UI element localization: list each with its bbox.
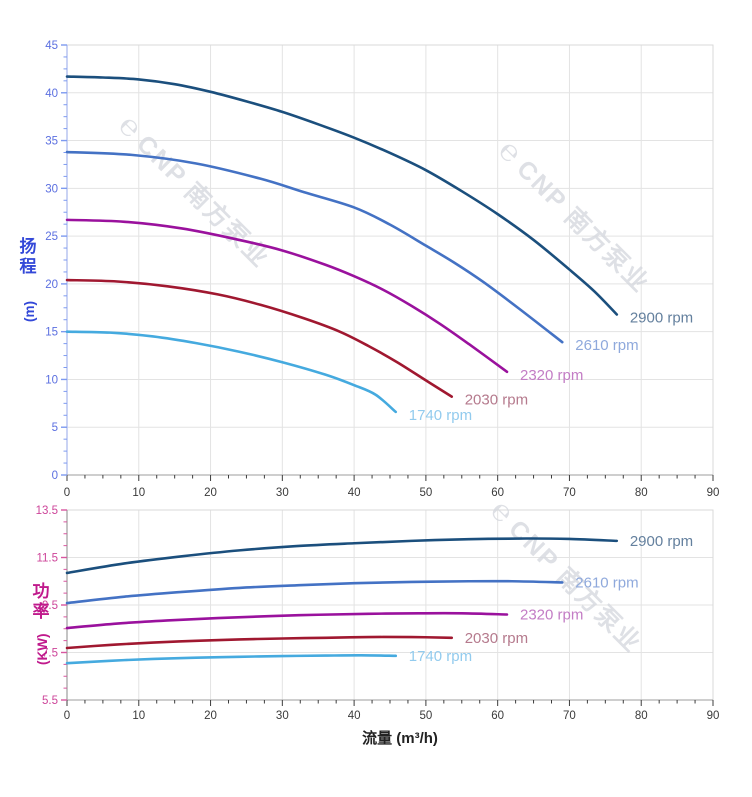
- x-tick-label: 90: [707, 487, 720, 499]
- x-tick-label: 70: [563, 487, 576, 499]
- curve-2030-rpm: [65, 635, 454, 650]
- y-tick-label: 13.5: [36, 505, 58, 517]
- watermark: ℮CNP 南方泵业: [112, 109, 276, 274]
- curve-2900-rpm: [65, 537, 619, 575]
- y-tick-label: 30: [45, 183, 58, 195]
- curve-2320-rpm: [65, 611, 509, 630]
- x-tick-label: 0: [64, 710, 70, 722]
- curve-label-2900-rpm: 2900 rpm: [630, 309, 693, 326]
- y-tick-label: 20: [45, 279, 58, 291]
- curve-label-2610-rpm: 2610 rpm: [575, 337, 638, 354]
- y-tick-label: 35: [45, 136, 58, 148]
- curve-label-2030-rpm: 2030 rpm: [465, 630, 528, 647]
- x-axis-ticks: [66, 475, 714, 481]
- curve-2030-rpm: [65, 278, 454, 398]
- x-tick-label: 0: [64, 487, 70, 499]
- x-tick-label: 60: [491, 710, 504, 722]
- x-tick-label: 80: [635, 710, 648, 722]
- curve-label-2030-rpm: 2030 rpm: [465, 392, 528, 409]
- y-axis-ticks: [61, 44, 67, 476]
- y-tick-label: 0: [52, 470, 58, 482]
- x-tick-label: 30: [276, 487, 289, 499]
- x-axis-ticks: [66, 700, 714, 706]
- x-tick-label: 50: [419, 710, 432, 722]
- x-tick-label: 10: [132, 487, 145, 499]
- curve-1740-rpm: [65, 654, 398, 665]
- x-axis-title: 流量 (m³/h): [362, 729, 438, 747]
- y-axis-unit: (KW): [35, 634, 50, 665]
- curve-2900-rpm: [65, 75, 619, 316]
- curve-label-2320-rpm: 2320 rpm: [520, 367, 583, 384]
- x-tick-label: 20: [204, 487, 217, 499]
- curve-1740-rpm: [65, 330, 398, 414]
- y-tick-label: 15: [45, 327, 58, 339]
- curve-label-2610-rpm: 2610 rpm: [575, 574, 638, 591]
- x-tick-label: 90: [707, 710, 720, 722]
- y-axis-title-char: 功: [33, 582, 50, 601]
- y-tick-label: 5: [52, 422, 58, 434]
- y-tick-label: 25: [45, 231, 58, 243]
- y-axis-ticks: [61, 509, 67, 701]
- curve-label-2320-rpm: 2320 rpm: [520, 607, 583, 624]
- x-tick-label: 40: [348, 710, 361, 722]
- y-tick-label: 9.5: [42, 600, 58, 612]
- y-tick-label: 5.5: [42, 695, 58, 707]
- y-tick-label: 40: [45, 88, 58, 100]
- y-axis-title-char: 程: [20, 257, 37, 276]
- y-axis-title-char: 扬: [20, 236, 37, 256]
- x-tick-label: 30: [276, 710, 289, 722]
- y-axis-title-char: 率: [33, 601, 50, 621]
- y-tick-label: 11.5: [36, 553, 58, 565]
- curve-label-1740-rpm: 1740 rpm: [409, 407, 472, 424]
- curve-2610-rpm: [65, 150, 564, 344]
- curve-2610-rpm: [65, 579, 564, 605]
- watermark-text: CNP 南方泵业: [511, 154, 655, 298]
- curve-2320-rpm: [65, 218, 509, 374]
- y-tick-label: 7.5: [42, 648, 58, 660]
- x-tick-label: 70: [563, 710, 576, 722]
- y-axis-unit: (m): [22, 301, 37, 322]
- head-gridlines: [67, 45, 713, 475]
- power-gridlines: [67, 510, 713, 700]
- x-tick-label: 40: [348, 487, 361, 499]
- curve-label-2900-rpm: 2900 rpm: [630, 533, 693, 550]
- x-tick-label: 10: [132, 710, 145, 722]
- x-tick-label: 50: [419, 487, 432, 499]
- curve-label-1740-rpm: 1740 rpm: [409, 648, 472, 665]
- x-tick-label: 60: [491, 487, 504, 499]
- x-tick-label: 80: [635, 487, 648, 499]
- x-tick-label: 20: [204, 710, 217, 722]
- y-tick-label: 45: [45, 40, 58, 52]
- y-tick-label: 10: [45, 374, 58, 386]
- watermark-text: CNP 南方泵业: [131, 129, 275, 273]
